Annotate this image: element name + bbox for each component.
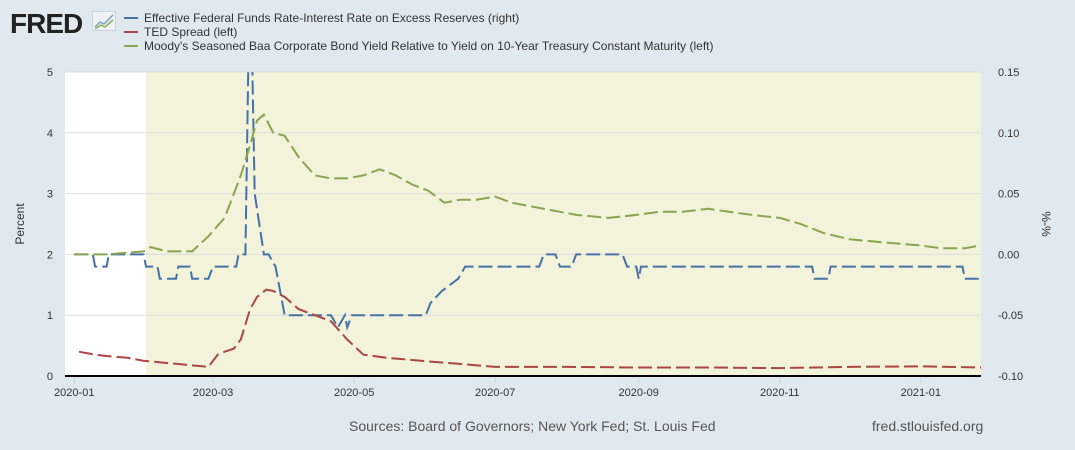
chart: 0 1 2 3 4 5 -0.10 -0.05 0.00 0.05 0.10 0.15 2020-01 2… — [13, 67, 1053, 399]
right-tick-label: 0.15 — [998, 67, 1019, 79]
right-tick-label: 0.10 — [998, 128, 1019, 140]
fred-logo[interactable]: FRED — [10, 8, 83, 39]
legend-swatch — [124, 31, 138, 33]
left-tick-label: 3 — [47, 189, 53, 201]
legend-swatch — [124, 17, 138, 19]
left-tick-label: 5 — [47, 67, 53, 79]
sources-text: Sources: Board of Governors; New York Fe… — [349, 418, 716, 434]
legend-item-blue[interactable]: Effective Federal Funds Rate-Interest Ra… — [124, 11, 714, 25]
legend-item-red[interactable]: TED Spread (left) — [124, 25, 714, 39]
fred-logo-chart-icon — [92, 11, 116, 31]
series-line-2 — [74, 113, 981, 256]
x-tick-label: 2020-01 — [54, 387, 94, 399]
legend-item-green[interactable]: Moody's Seasoned Baa Corporate Bond Yiel… — [124, 39, 714, 53]
series-line-1 — [78, 288, 981, 370]
x-tick-label: 2020-07 — [475, 387, 515, 399]
series-line-0 — [74, 72, 981, 332]
right-tick-label: 0.00 — [998, 249, 1019, 261]
right-tick-label: -0.05 — [998, 310, 1023, 322]
legend-label: TED Spread (left) — [144, 25, 238, 39]
left-axis-label: Percent — [13, 203, 27, 245]
right-tick-label: -0.10 — [998, 371, 1023, 383]
left-tick-label: 1 — [47, 310, 53, 322]
left-tick-label: 2 — [47, 249, 53, 261]
left-tick-label: 4 — [47, 128, 53, 140]
legend-label: Effective Federal Funds Rate-Interest Ra… — [144, 11, 520, 25]
x-tick-label: 2020-03 — [193, 387, 233, 399]
x-tick-label: 2020-11 — [760, 387, 800, 399]
x-tick-label: 2020-09 — [618, 387, 658, 399]
x-tick-label: 2020-05 — [334, 387, 374, 399]
legend-swatch — [124, 45, 138, 47]
legend: Effective Federal Funds Rate-Interest Ra… — [124, 11, 714, 53]
right-tick-label: 0.05 — [998, 189, 1019, 201]
recession-shading — [145, 72, 981, 376]
legend-label: Moody's Seasoned Baa Corporate Bond Yiel… — [144, 39, 714, 53]
right-axis-label: %-% — [1039, 211, 1053, 237]
x-tick-label: 2021-01 — [901, 387, 941, 399]
site-link[interactable]: fred.stlouisfed.org — [872, 418, 984, 434]
left-tick-label: 0 — [47, 371, 53, 383]
